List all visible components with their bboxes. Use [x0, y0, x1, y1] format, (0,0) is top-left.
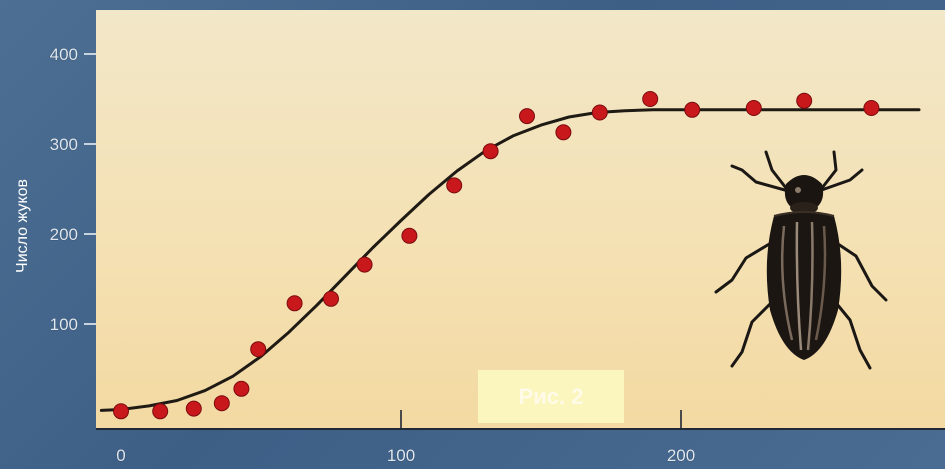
- y-tick-label: 100: [50, 315, 78, 334]
- data-point: [642, 91, 659, 107]
- y-axis-title: Число жуков: [14, 179, 31, 273]
- data-point: [185, 400, 202, 417]
- x-tick-label: 200: [667, 446, 695, 465]
- data-point: [323, 290, 339, 307]
- data-point: [356, 256, 373, 273]
- data-point: [113, 403, 129, 420]
- caption-text: Рис. 2: [519, 384, 584, 409]
- fitted-curve-line: [99, 108, 921, 412]
- data-point: [555, 124, 572, 141]
- data-point: [519, 108, 535, 125]
- y-tick-label: 400: [50, 45, 78, 64]
- data-point: [482, 143, 499, 160]
- data-point: [286, 295, 303, 312]
- data-point: [796, 92, 813, 109]
- y-tick-label: 300: [50, 135, 78, 154]
- data-point: [446, 177, 463, 194]
- data-point: [233, 380, 250, 397]
- data-point: [250, 341, 267, 358]
- y-axis-title-text: Число жуков: [14, 179, 31, 273]
- data-point: [863, 100, 880, 116]
- data-point: [745, 100, 762, 116]
- y-tick-label: 200: [50, 225, 78, 244]
- caption-box: Рис. 2: [478, 370, 624, 423]
- beetle-icon: [714, 150, 888, 370]
- data-point: [213, 395, 230, 412]
- data-point: [684, 101, 701, 118]
- data-point: [401, 227, 418, 244]
- x-tick-label: 100: [387, 446, 415, 465]
- x-tick-label: 0: [116, 446, 125, 465]
- caption-background: [478, 370, 624, 423]
- data-point: [152, 403, 169, 420]
- data-point: [591, 104, 608, 121]
